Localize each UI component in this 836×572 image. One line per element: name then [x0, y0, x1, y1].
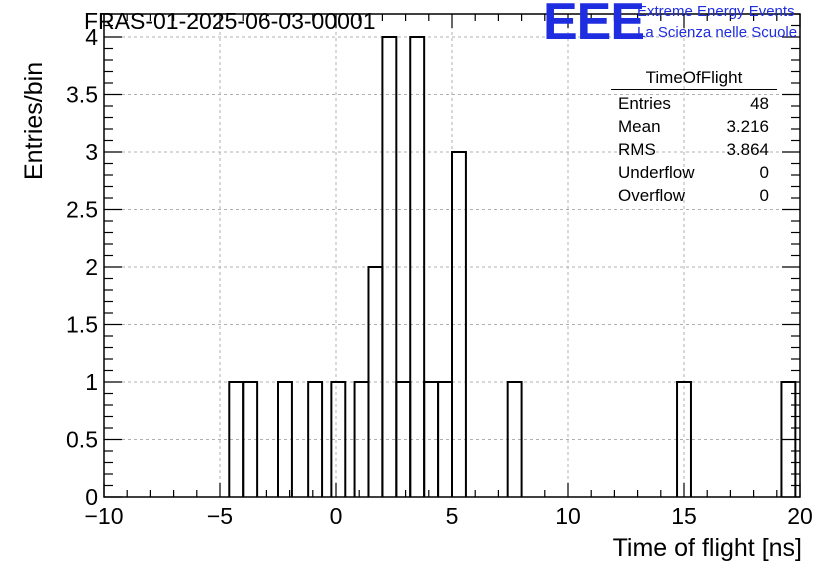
- axes-frame: −10 −5 0 5 10 15 20 0 0.5 1 1.5 2 2.5 3 3.5 4: [66, 13, 813, 529]
- y-tick-label: 0: [85, 484, 98, 510]
- y-axis-title: Entries/bin: [20, 61, 48, 180]
- stats-value: 3.216: [726, 117, 769, 136]
- stats-label: Entries: [618, 94, 671, 113]
- chart-title: FRAS-01-2025-06-03-00001: [84, 8, 376, 34]
- stats-label: Mean: [618, 117, 661, 136]
- y-tick-label: 2: [85, 254, 98, 280]
- histogram-series: [228, 36, 797, 497]
- stats-label: Overflow: [618, 186, 686, 205]
- y-tick-label: 1.5: [66, 312, 98, 338]
- histogram-bin-13: [506, 381, 523, 497]
- x-tick-label: 15: [671, 503, 697, 529]
- x-tick-label: 20: [787, 503, 813, 529]
- stats-row-mean: Mean 3.216: [611, 115, 777, 138]
- y-tick-label: 0.5: [66, 427, 98, 453]
- stats-title: TimeOfFlight: [611, 68, 777, 90]
- eee-logo: EEE: [543, 0, 645, 51]
- histogram-bin-1: [242, 381, 259, 497]
- stats-row-underflow: Underflow 0: [611, 161, 777, 184]
- stats-row-overflow: Overflow 0: [611, 184, 777, 207]
- x-tick-label: 5: [446, 503, 459, 529]
- stats-value: 3.864: [726, 140, 769, 159]
- x-tick-label: 0: [330, 503, 343, 529]
- stats-label: Underflow: [618, 163, 695, 182]
- stats-row-rms: RMS 3.864: [611, 138, 777, 161]
- x-axis-title: Time of flight [ns]: [612, 534, 802, 562]
- x-tick-label: −10: [84, 503, 123, 529]
- logo-caption-line1: Extreme Energy Events: [637, 3, 795, 20]
- y-tick-label: 1: [85, 369, 98, 395]
- histogram-bin-12: [451, 151, 467, 497]
- histogram-bin-14: [676, 381, 692, 497]
- stats-value: 0: [759, 186, 769, 205]
- histogram-bin-3: [307, 381, 324, 497]
- histogram-bin-7: [381, 36, 398, 497]
- y-tick-label: 2.5: [66, 197, 98, 223]
- y-tick-label: 4: [85, 24, 98, 50]
- histogram-bin-4: [330, 381, 347, 497]
- y-tick-label: 3.5: [66, 82, 98, 108]
- histogram-bin-2: [277, 381, 293, 497]
- stats-box: TimeOfFlight Entries 48 Mean 3.216 RMS 3…: [611, 68, 777, 207]
- stats-row-entries: Entries 48: [611, 92, 777, 115]
- stats-value: 0: [759, 163, 769, 182]
- logo-caption-line2: La Scienza nelle Scuole: [637, 24, 798, 41]
- x-tick-label: 10: [555, 503, 581, 529]
- stats-value: 48: [750, 94, 769, 113]
- histogram-bin-9: [409, 36, 426, 497]
- stats-label: RMS: [618, 140, 656, 159]
- y-tick-label: 3: [85, 139, 98, 165]
- x-tick-label: −5: [207, 503, 233, 529]
